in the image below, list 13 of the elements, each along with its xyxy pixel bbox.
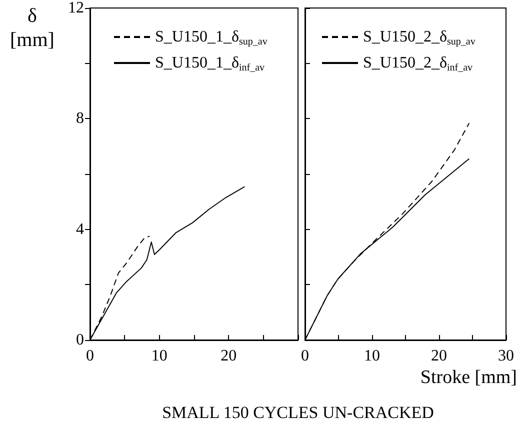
x-tick-label: 20 (431, 348, 447, 364)
text: SMALL 150 CYCLES UN-CRACKED (162, 403, 434, 422)
x-tick-label: 10 (151, 348, 168, 364)
x-axis-title: Stroke [mm] (420, 367, 517, 388)
x-tick-label: 20 (220, 348, 237, 364)
x-tick-label: 30 (498, 348, 514, 364)
y-tick-label: 0 (76, 332, 84, 348)
x-tick-label: 10 (364, 348, 380, 364)
y-axis-title: δ [mm] (10, 5, 54, 51)
y-tick-label: 4 (76, 220, 84, 238)
x-tick-label: 0 (301, 348, 309, 364)
y-tick-label: 12 (68, 0, 84, 16)
y-tick-label: 8 (76, 110, 84, 128)
